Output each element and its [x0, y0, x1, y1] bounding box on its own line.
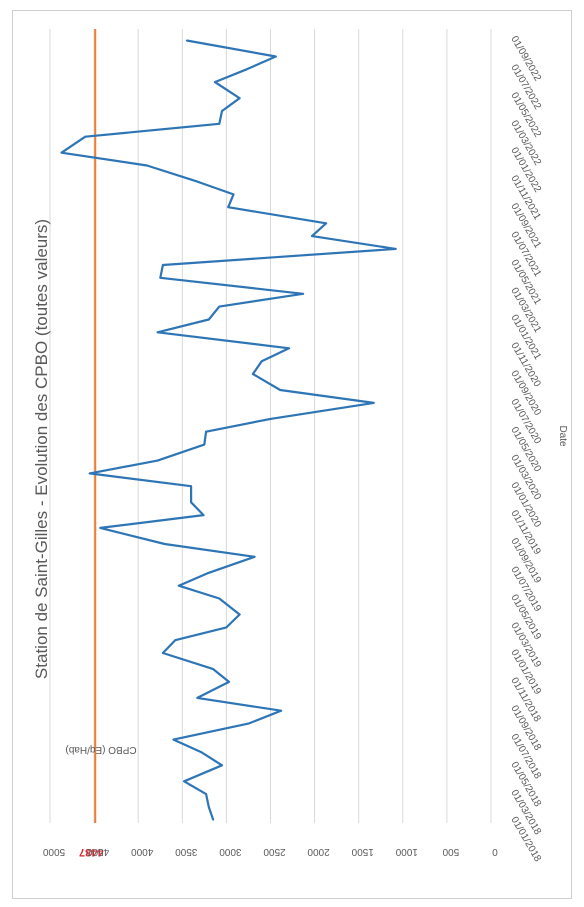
data-point [88, 472, 91, 475]
data-point [174, 639, 177, 642]
data-point [227, 206, 230, 209]
data-point [183, 780, 186, 783]
data-point [84, 135, 87, 138]
data-point [99, 527, 102, 529]
series-line [60, 39, 397, 821]
data-point [205, 430, 208, 433]
y-tick-labels: 0 500 1000 1500 2000 2500 3000 3500 4000 4500 5000 [42, 846, 497, 857]
data-point [205, 793, 208, 795]
data-point [269, 418, 272, 420]
y-tick-label: 3000 [219, 846, 242, 857]
data-point [196, 180, 199, 183]
data-point [245, 68, 248, 71]
data-point [221, 764, 223, 767]
data-point [212, 668, 215, 670]
data-point [228, 681, 230, 683]
chart-svg: 4487 0 500 1000 1500 2000 2500 3000 3500 4000 450… [32, 29, 568, 864]
series-group [60, 39, 397, 821]
data-point [159, 276, 162, 279]
data-point [190, 485, 193, 488]
data-point [274, 55, 277, 58]
data-point [214, 81, 216, 83]
y-tick-label: 2000 [307, 846, 330, 857]
x-tick-labels: 01/01/201801/03/201801/05/201801/07/2018… [508, 34, 543, 864]
data-point [162, 652, 164, 654]
data-point [238, 97, 241, 100]
y-axis-title: CPBO (Eq/Hab) [65, 744, 136, 755]
chart-frame: 4487 0 500 1000 1500 2000 2500 3000 3500 4000 450… [12, 10, 572, 899]
y-tick-label: 5000 [42, 846, 65, 857]
data-point [190, 501, 193, 504]
y-tick-label: 1000 [395, 846, 418, 857]
y-tick-label: 500 [442, 846, 459, 857]
data-point [252, 373, 254, 375]
y-tick-label: 4500 [87, 846, 110, 857]
data-point [260, 360, 263, 363]
data-point [60, 151, 63, 154]
data-point [207, 318, 210, 321]
data-point [162, 264, 164, 266]
data-point [280, 709, 282, 712]
y-tick-label: 1500 [351, 846, 374, 857]
y-tick-label: 0 [492, 846, 498, 857]
data-point [200, 751, 203, 754]
gridlines [49, 29, 492, 823]
data-point [238, 613, 241, 616]
data-point [156, 331, 159, 334]
data-point [218, 305, 221, 308]
data-point [232, 193, 235, 196]
data-point [311, 235, 313, 238]
data-point [202, 514, 205, 516]
reference-line-group: 4487 [79, 29, 103, 858]
y-tick-label: 4000 [131, 846, 154, 857]
y-tick-label: 2500 [263, 846, 286, 857]
data-point [177, 584, 180, 587]
data-point [163, 543, 166, 545]
data-point [218, 597, 221, 600]
data-point [185, 39, 188, 42]
data-point [207, 806, 210, 808]
y-tick-label: 3500 [175, 846, 198, 857]
data-point [172, 738, 175, 741]
data-point [146, 164, 148, 167]
data-point [196, 697, 199, 699]
data-point [156, 459, 159, 462]
x-axis-title: Date [557, 425, 568, 447]
data-point [225, 626, 228, 629]
data-point [279, 389, 282, 391]
data-point [212, 818, 215, 821]
data-point [218, 122, 221, 125]
data-point [372, 402, 375, 404]
data-point [221, 110, 223, 112]
data-point [207, 571, 210, 574]
data-point [247, 722, 250, 725]
data-point [302, 292, 304, 295]
data-point [203, 443, 206, 446]
reference-line-label: 4487 [79, 846, 103, 858]
data-point [394, 248, 397, 250]
chart-title: Station de Saint-Gilles - Evolution des … [32, 219, 51, 679]
data-point [325, 222, 327, 225]
data-point [253, 555, 256, 558]
data-point [288, 347, 290, 350]
